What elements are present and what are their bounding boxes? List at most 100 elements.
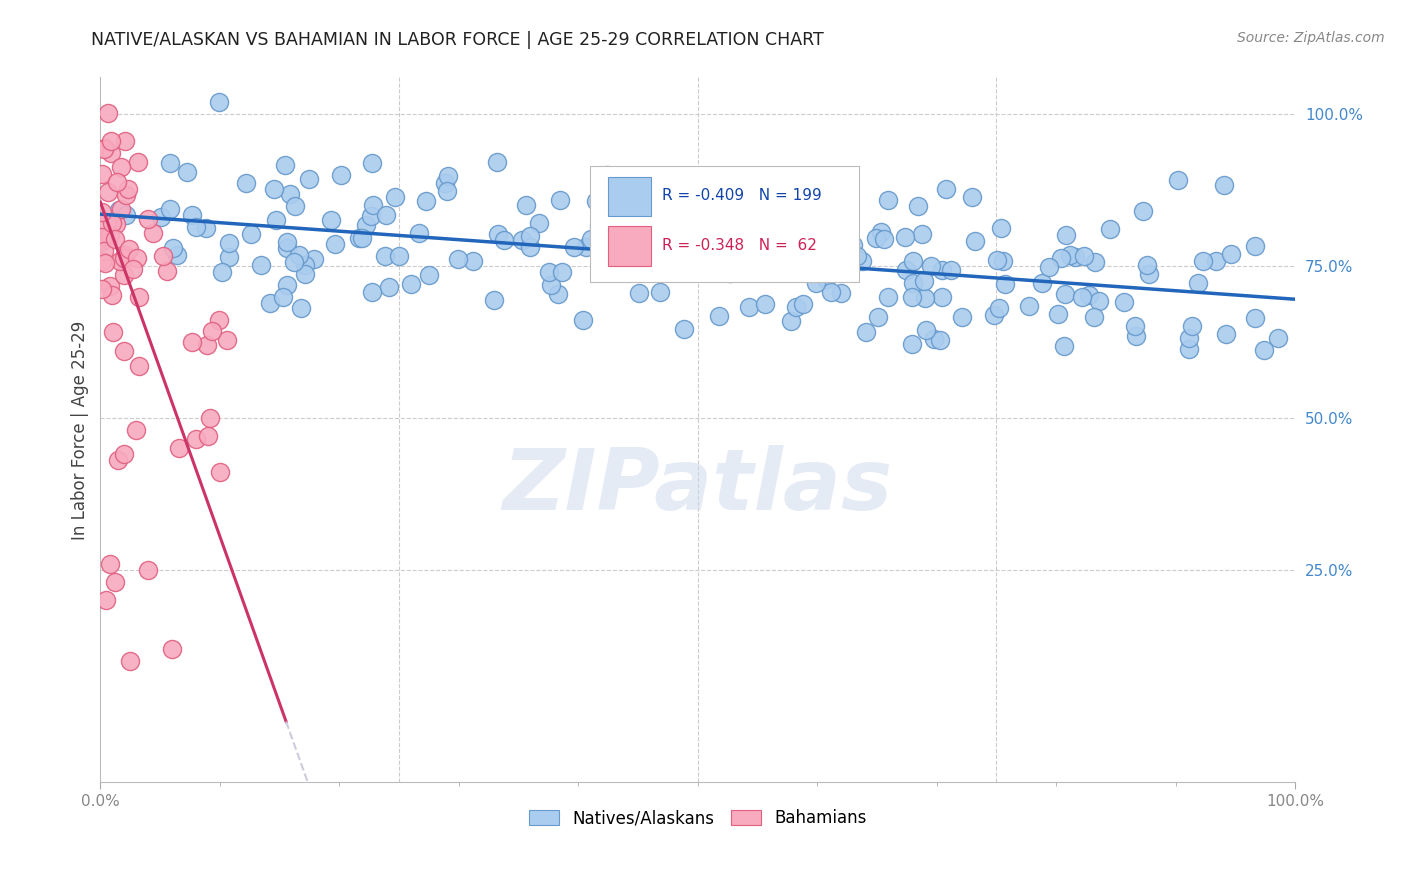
Point: [1077, 288, 1099, 302]
Point: [290, 301, 312, 315]
Point: [149, 211, 172, 225]
Text: R = -0.409   N = 199: R = -0.409 N = 199: [662, 188, 821, 203]
Point: [287, 247, 309, 261]
Point: [350, 231, 373, 245]
Point: [492, 234, 515, 248]
Point: [373, 249, 395, 263]
Point: [931, 290, 953, 304]
Point: [354, 218, 377, 232]
Point: [360, 210, 382, 224]
Point: [136, 212, 159, 227]
Point: [538, 265, 561, 279]
Point: [434, 176, 457, 190]
Point: [1123, 319, 1146, 334]
Point: [485, 155, 508, 169]
Point: [540, 277, 562, 292]
Point: [117, 182, 139, 196]
FancyBboxPatch shape: [591, 166, 859, 282]
Point: [384, 190, 406, 204]
Point: [211, 265, 233, 279]
Point: [94, 141, 117, 155]
Point: [672, 322, 695, 336]
Point: [114, 208, 136, 222]
Point: [830, 286, 852, 301]
Point: [1244, 310, 1267, 325]
Point: [585, 194, 607, 208]
Point: [98, 228, 121, 243]
Point: [98, 557, 121, 571]
Point: [1114, 294, 1136, 309]
Point: [865, 231, 887, 245]
Point: [325, 236, 347, 251]
Point: [920, 259, 942, 273]
Point: [90, 254, 112, 268]
Point: [1098, 222, 1121, 236]
Point: [1220, 246, 1243, 260]
Point: [218, 235, 240, 250]
Point: [240, 227, 263, 241]
Point: [107, 203, 129, 218]
Point: [572, 313, 595, 327]
Point: [197, 429, 219, 443]
Point: [714, 258, 737, 272]
Point: [235, 176, 257, 190]
Point: [218, 250, 240, 264]
Point: [792, 297, 814, 311]
Point: [939, 262, 962, 277]
Point: [929, 333, 952, 347]
Point: [181, 208, 204, 222]
Point: [375, 208, 398, 222]
Point: [142, 227, 165, 241]
Point: [666, 205, 689, 219]
Point: [1125, 328, 1147, 343]
Point: [515, 198, 537, 212]
Point: [896, 262, 918, 277]
Point: [950, 310, 973, 324]
Point: [1187, 277, 1209, 291]
Point: [1071, 290, 1094, 304]
Point: [330, 168, 353, 182]
Point: [877, 193, 900, 207]
Point: [200, 411, 222, 425]
Point: [720, 186, 742, 200]
Point: [274, 158, 297, 172]
Point: [128, 290, 150, 304]
Point: [1031, 276, 1053, 290]
Point: [108, 254, 131, 268]
Point: [418, 268, 440, 283]
Point: [624, 207, 647, 221]
Point: [986, 252, 1008, 267]
Point: [90, 234, 112, 248]
Point: [136, 563, 159, 577]
Point: [547, 287, 569, 301]
Point: [97, 186, 120, 200]
Point: [93, 142, 115, 156]
Point: [716, 199, 738, 213]
Point: [284, 199, 307, 213]
Point: [820, 215, 842, 229]
Point: [280, 187, 302, 202]
Point: [294, 259, 316, 273]
Point: [991, 254, 1014, 268]
Point: [877, 290, 900, 304]
Point: [695, 206, 717, 220]
Point: [588, 219, 610, 233]
Point: [709, 309, 731, 323]
Point: [519, 239, 541, 253]
Point: [1038, 260, 1060, 274]
Point: [437, 169, 460, 183]
Point: [598, 180, 620, 194]
Point: [378, 280, 401, 294]
Point: [762, 256, 785, 270]
Point: [748, 227, 770, 241]
Point: [194, 221, 217, 235]
Point: [125, 423, 148, 437]
Point: [347, 231, 370, 245]
Point: [960, 190, 983, 204]
Point: [548, 194, 571, 208]
Point: [90, 167, 112, 181]
Point: [855, 326, 877, 340]
Text: ZIPatlas: ZIPatlas: [502, 445, 893, 528]
Point: [118, 242, 141, 256]
Point: [754, 297, 776, 311]
